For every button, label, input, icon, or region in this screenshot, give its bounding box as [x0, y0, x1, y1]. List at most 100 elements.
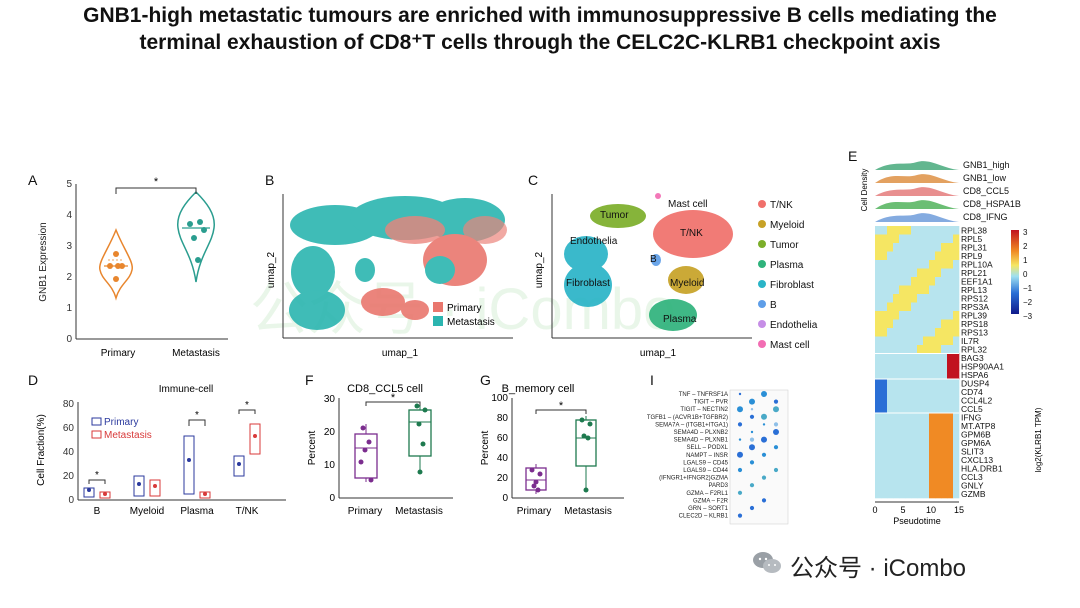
e-heat-cell — [911, 260, 918, 269]
i-dot — [761, 498, 767, 503]
e-heat-cell — [905, 481, 912, 490]
c-legend-1: Myeloid — [770, 220, 804, 231]
e-heat-cell — [905, 243, 912, 252]
e-heat-cell — [899, 370, 906, 380]
e-heat-cell — [893, 438, 900, 448]
e-heat-cell — [887, 277, 894, 286]
e-heat-cell — [905, 447, 912, 456]
e-heat-cell — [899, 243, 906, 252]
e-heat-cell — [899, 260, 906, 269]
e-heat-cell — [923, 243, 930, 252]
e-heat-cell — [953, 455, 960, 465]
e-heat-cell — [923, 336, 930, 346]
f-sig: * — [391, 392, 396, 404]
a-ytick-0: 0 — [66, 334, 72, 345]
e-heat-cell — [923, 353, 930, 363]
e-heat-cell — [953, 396, 960, 405]
e-heat-cell — [947, 421, 954, 431]
d-ytick-2: 40 — [63, 447, 75, 458]
e-heat-cell — [929, 404, 936, 414]
e-heat-cell — [935, 268, 942, 278]
e-heat-cell — [929, 226, 936, 235]
e-heat-cell — [947, 413, 954, 422]
c-legend-5: B — [770, 300, 777, 311]
e-heat-cell — [905, 302, 912, 312]
e-heat-cell — [941, 251, 948, 261]
e-heat-cell — [899, 285, 906, 295]
g-sig: * — [559, 400, 564, 412]
c-legend-0: T/NK — [770, 200, 793, 211]
e-heat-cell — [935, 345, 942, 354]
e-xtick-1: 5 — [900, 505, 905, 515]
e-heat-cell — [899, 489, 906, 499]
e-heat-cell — [905, 311, 912, 320]
e-heat-cell — [953, 268, 960, 278]
e-heat-cell — [887, 319, 894, 329]
i-row-label: TIGIT – PVR — [694, 400, 729, 406]
e-heat-cell — [905, 404, 912, 414]
b-legend-metastasis: Metastasis — [447, 317, 495, 328]
i-dot — [737, 451, 743, 458]
e-heat-cell — [905, 277, 912, 286]
e-heat-cell — [941, 489, 948, 499]
e-heat-cell — [881, 362, 888, 371]
e-heat-cell — [893, 481, 900, 490]
e-heat-cell — [881, 285, 888, 295]
c-xlabel: umap_1 — [640, 348, 677, 359]
e-gene-label: GNLY — [961, 481, 984, 491]
e-gene-label: CCL5 — [961, 404, 983, 414]
e-heat-cell — [887, 226, 894, 235]
e-heat-cell — [929, 268, 936, 278]
e-heat-cell — [881, 370, 888, 380]
e-heat-cell — [911, 387, 918, 397]
e-heat-cell — [923, 413, 930, 422]
e-heat-cell — [893, 404, 900, 414]
d-legend-primary: Primary — [104, 417, 138, 428]
d-title: Immune-cell — [159, 384, 213, 395]
e-heat-cell — [953, 234, 960, 244]
e-heat-cell — [947, 489, 954, 499]
e-heat-cell — [905, 234, 912, 244]
e-heat-cell — [905, 336, 912, 346]
e-heat-cell — [875, 370, 882, 380]
e-heat-cell — [917, 447, 924, 456]
e-heat-cell — [923, 234, 930, 244]
e-heat-cell — [893, 268, 900, 278]
e-gene-label: MT.ATP8 — [961, 421, 996, 431]
e-heat-cell — [887, 379, 894, 388]
e-heat-cell — [899, 481, 906, 490]
e-heat-cell — [893, 336, 900, 346]
e-heat-cell — [941, 268, 948, 278]
e-heat-cell — [929, 311, 936, 320]
g-title: B_memory cell — [502, 383, 575, 395]
b-legend-primary: Primary — [447, 303, 481, 314]
i-row-label: LGALS9 – CD44 — [683, 468, 728, 474]
d-ytick-1: 20 — [63, 471, 75, 482]
e-gene-label: RPS3A — [961, 302, 989, 312]
e-heat-cell — [875, 336, 882, 346]
e-heat-cell — [887, 311, 894, 320]
e-heat-cell — [929, 319, 936, 329]
c-ylabel: umap_2 — [534, 251, 545, 288]
e-heat-cell — [899, 302, 906, 312]
e-heat-cell — [887, 285, 894, 295]
e-heat-cell — [953, 353, 960, 363]
wechat-icon — [753, 552, 781, 573]
e-heat-cell — [947, 353, 954, 363]
e-heat-cell — [941, 277, 948, 286]
e-heat-cell — [893, 413, 900, 422]
e-heat-cell — [917, 243, 924, 252]
c-cluster-b: B — [650, 254, 657, 265]
e-heat-cell — [905, 260, 912, 269]
e-gene-label: EEF1A1 — [961, 277, 993, 287]
panel-f-label: F — [305, 372, 314, 388]
e-heat-cell — [881, 387, 888, 397]
e-heat-cell — [887, 447, 894, 456]
i-dot — [749, 398, 755, 405]
e-heat-cell — [953, 489, 960, 499]
e-heat-cell — [953, 345, 960, 354]
a-point — [113, 251, 119, 257]
e-heat-cell — [929, 379, 936, 388]
f-ytick-1: 10 — [324, 460, 336, 471]
e-heat-cell — [947, 438, 954, 448]
